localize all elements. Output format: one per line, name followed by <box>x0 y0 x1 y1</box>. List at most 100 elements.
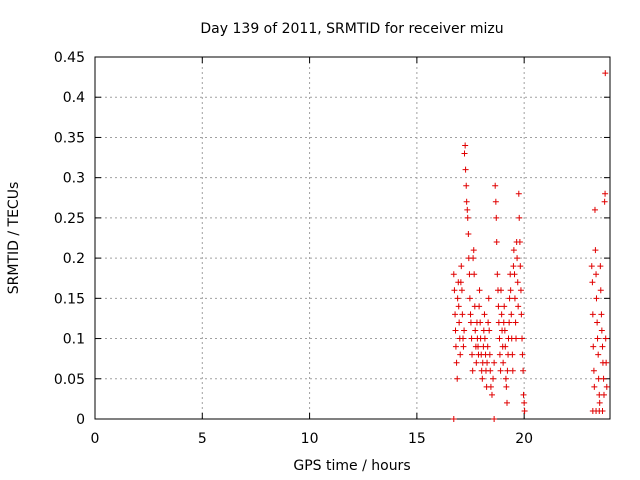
data-point <box>496 335 503 342</box>
y-tick-label: 0.25 <box>54 211 85 227</box>
data-point <box>501 327 508 334</box>
data-point <box>486 351 493 358</box>
data-point <box>516 239 523 246</box>
y-tick-label: 0.35 <box>54 130 85 146</box>
data-point <box>494 271 501 278</box>
data-point <box>480 327 487 334</box>
data-point <box>460 335 467 342</box>
data-point <box>479 375 486 382</box>
data-point <box>514 255 521 262</box>
x-tick-label: 10 <box>301 431 319 447</box>
data-point <box>451 287 458 294</box>
data-point <box>602 70 609 77</box>
data-point <box>467 319 474 326</box>
data-point <box>463 198 470 205</box>
data-point <box>464 214 471 221</box>
data-point <box>491 416 498 422</box>
data-point <box>463 182 470 189</box>
y-tick-label: 0.2 <box>63 251 85 267</box>
data-point <box>484 343 491 350</box>
data-point <box>598 327 605 334</box>
data-point <box>590 367 597 374</box>
data-point <box>476 287 483 294</box>
x-tick-label: 0 <box>91 431 100 447</box>
data-point <box>598 311 605 318</box>
data-point <box>602 335 609 342</box>
data-point <box>491 359 498 366</box>
y-tick-label: 0.45 <box>54 50 85 66</box>
data-point <box>599 407 606 414</box>
data-point <box>512 319 519 326</box>
data-point <box>503 383 510 390</box>
x-tick-label: 20 <box>515 431 533 447</box>
y-tick-label: 0.15 <box>54 291 85 307</box>
data-point <box>515 303 522 310</box>
plot-frame <box>94 56 611 420</box>
data-point <box>488 391 495 398</box>
data-point <box>519 351 526 358</box>
data-point <box>476 303 483 310</box>
data-point <box>469 367 476 374</box>
data-point <box>593 295 600 302</box>
data-point <box>453 359 460 366</box>
data-point <box>515 190 522 197</box>
data-point <box>602 190 609 197</box>
data-point <box>466 295 473 302</box>
data-point <box>520 367 527 374</box>
data-point <box>603 383 610 390</box>
y-tick-label: 0.3 <box>63 171 85 187</box>
data-point <box>467 311 474 318</box>
data-point <box>465 230 472 237</box>
x-tick-label: 5 <box>198 431 207 447</box>
data-point <box>468 335 475 342</box>
data-point <box>471 271 478 278</box>
data-point <box>493 239 500 246</box>
data-point <box>501 303 508 310</box>
data-point <box>504 399 510 406</box>
data-point <box>490 375 497 382</box>
data-point <box>493 214 500 221</box>
axis-ticks: 0 0.05 0.1 0.15 0.2 0.25 0.3 0.35 0.4 0.45 0 5 10 15 2… <box>54 50 610 447</box>
data-point <box>459 311 466 318</box>
data-point <box>485 295 492 302</box>
data-point <box>454 375 461 382</box>
data-point <box>464 206 471 213</box>
data-point <box>588 263 595 270</box>
data-point <box>594 335 601 342</box>
data-point <box>516 214 523 221</box>
data-point <box>500 319 507 326</box>
data-point <box>590 343 597 350</box>
data-point <box>506 295 513 302</box>
data-point <box>592 247 599 254</box>
data-point <box>461 327 468 334</box>
data-point <box>481 335 488 342</box>
data-point <box>509 367 516 374</box>
data-point <box>600 391 607 398</box>
y-axis-label: SRMTID / TECUs <box>6 182 22 295</box>
data-point <box>597 263 604 270</box>
data-point <box>520 391 527 398</box>
y-tick-label: 0 <box>76 412 85 428</box>
data-point <box>521 407 528 414</box>
data-point <box>475 343 482 350</box>
data-point <box>517 287 524 294</box>
data-point <box>595 351 602 358</box>
data-point <box>591 206 598 213</box>
data-point <box>495 303 502 310</box>
data-point <box>513 335 520 342</box>
data-point <box>461 150 468 157</box>
data-point <box>454 295 461 302</box>
data-point <box>487 367 494 374</box>
y-tick-label: 0.05 <box>54 372 85 388</box>
data-point <box>450 271 457 278</box>
data-point <box>591 383 598 390</box>
data-point <box>473 359 480 366</box>
data-point <box>477 319 484 326</box>
data-point <box>517 263 524 270</box>
data-point <box>457 279 464 286</box>
data-point <box>597 287 604 294</box>
data-point <box>497 287 504 294</box>
data-point <box>492 182 499 189</box>
x-tick-label: 15 <box>408 431 426 447</box>
y-tick-label: 0.1 <box>63 332 85 348</box>
